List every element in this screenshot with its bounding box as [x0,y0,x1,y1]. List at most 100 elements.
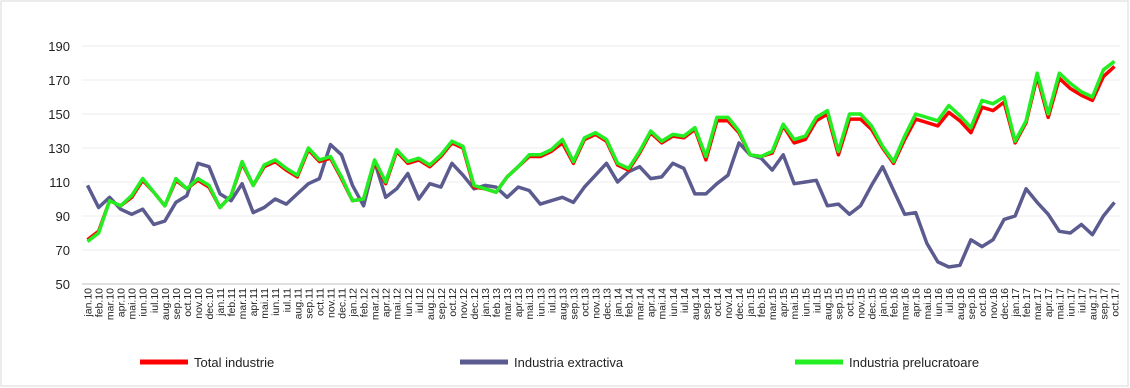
x-tick-label: mai.12 [392,288,404,320]
x-tick-label: mar.17 [1032,288,1044,320]
x-tick-label: sep.14 [701,288,713,320]
x-tick-label: mar.11 [237,288,249,319]
x-tick-label: dec.11 [337,288,349,319]
x-tick-label: dec.10 [204,288,216,320]
x-tick-label: iul.14 [679,288,691,313]
x-tick-label: jan.12 [348,288,360,318]
x-tick-label: feb.15 [756,288,768,317]
x-tick-label: jan.11 [215,288,227,317]
x-tick-label: feb.10 [94,288,106,317]
y-tick-label: 90 [56,209,70,224]
y-tick-label: 190 [48,39,70,54]
x-tick-label: jan.14 [613,288,625,318]
x-tick-label: aug.17 [1087,288,1099,320]
x-tick-label: apr.16 [911,288,923,317]
x-tick-label: nov.13 [590,288,602,319]
series-line [86,59,1116,243]
x-tick-label: iul.13 [546,288,558,313]
x-tick-label: aug.16 [955,288,967,320]
x-tick-label: apr.11 [248,288,260,317]
x-tick-label: dec.14 [734,288,746,320]
x-tick-label: mar.10 [105,288,117,320]
y-tick-label: 170 [48,73,70,88]
x-tick-label: aug.10 [160,288,172,320]
x-tick-label: mai.15 [789,288,801,320]
series-line [85,141,1116,269]
x-tick-label: iun.11 [270,288,282,316]
x-tick-label: jan.15 [745,288,757,318]
x-tick-label: iul.12 [414,288,426,313]
x-tick-label: oct.10 [182,288,194,317]
x-tick-label: feb.12 [359,288,371,317]
x-tick-label: iul.11 [281,288,293,312]
legend-label: Total industrie [194,355,274,370]
x-tick-label: mai.17 [1054,288,1066,320]
x-tick-label: apr.15 [778,288,790,317]
x-tick-label: sep.13 [568,288,580,320]
x-tick-label: apr.14 [646,288,658,317]
y-tick-label: 110 [49,175,70,190]
x-tick-label: jan.13 [480,288,492,318]
x-tick-label: iul.15 [811,288,823,313]
x-tick-label: iun.14 [668,288,680,317]
x-tick-label: apr.12 [381,288,393,317]
x-tick-label: iun.16 [933,288,945,317]
x-tick-label: oct.16 [977,288,989,317]
x-tick-label: sep.17 [1098,288,1110,320]
x-tick-label: jan.16 [878,288,890,318]
y-tick-label: 150 [48,107,70,122]
x-tick-label: iul.16 [944,288,956,313]
x-tick-label: aug.11 [292,288,304,319]
x-tick-label: iul.10 [149,288,161,313]
x-tick-label: nov.11 [325,288,337,318]
y-tick-label: 70 [56,243,70,258]
x-tick-label: mai.10 [127,288,139,320]
x-tick-label: nov.16 [988,288,1000,319]
x-tick-label: sep.12 [436,288,448,320]
legend-label: Industria prelucratoare [849,355,979,370]
x-tick-label: sep.10 [171,288,183,320]
x-tick-label: dec.13 [602,288,614,320]
y-tick-label: 130 [48,141,70,156]
x-tick-label: aug.15 [822,288,834,320]
x-tick-label: apr.10 [116,288,128,317]
x-tick-label: apr.17 [1043,288,1055,317]
x-tick-label: apr.13 [513,288,525,317]
x-tick-label: mar.13 [502,288,514,320]
x-tick-label: mar.16 [900,288,912,320]
x-tick-label: mai.11 [259,288,271,319]
y-tick-label: 50 [56,277,70,292]
x-tick-label: dec.15 [867,288,879,320]
x-tick-label: feb.16 [889,288,901,317]
x-tick-label: oct.12 [447,288,459,317]
x-tick-label: jan.17 [1010,288,1022,318]
x-tick-label: mai.14 [657,288,669,320]
x-tick-label: sep.11 [303,288,315,319]
x-tick-label: nov.10 [193,288,205,319]
x-tick-label: mai.13 [524,288,536,320]
x-tick-label: aug.13 [557,288,569,320]
x-tick-label: nov.15 [856,288,868,319]
x-tick-label: oct.17 [1109,288,1121,317]
x-tick-label: mai.16 [922,288,934,320]
x-tick-label: mar.15 [767,288,779,320]
x-tick-label: oct.11 [314,288,326,316]
x-tick-label: iun.10 [138,288,150,317]
x-tick-label: aug.12 [425,288,437,320]
x-tick-label: iul.17 [1076,288,1088,313]
x-tick-label: iun.12 [403,288,415,317]
x-tick-label: oct.15 [844,288,856,317]
x-tick-label: feb.13 [491,288,503,317]
x-tick-label: iun.15 [800,288,812,317]
x-tick-label: iun.17 [1065,288,1077,317]
x-tick-label: nov.14 [723,288,735,319]
x-tick-label: iun.13 [535,288,547,317]
x-tick-label: feb.14 [624,288,636,317]
legend-label: Industria extractiva [514,355,624,370]
x-tick-label: nov.12 [458,288,470,319]
x-tick-label: oct.13 [579,288,591,317]
x-tick-label: feb.11 [226,288,238,317]
x-tick-label: oct.14 [712,288,724,317]
x-tick-label: jan.10 [83,288,95,318]
